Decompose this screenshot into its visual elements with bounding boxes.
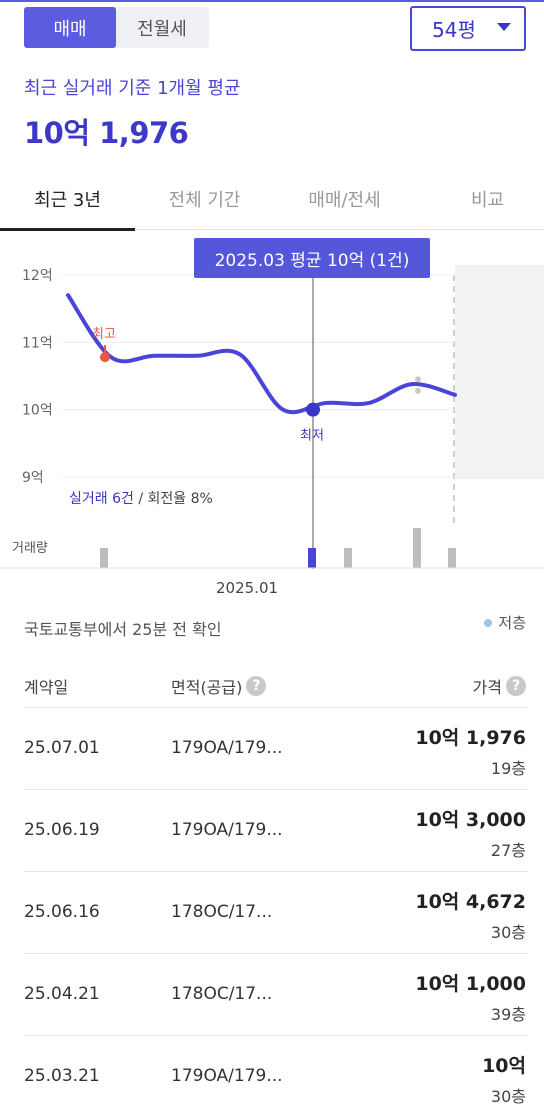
row-price: 10억 1,976: [415, 727, 526, 749]
table-row[interactable]: 25.03.21 179OA/179... 10억 30층: [24, 1036, 528, 1117]
volume-bar: [448, 548, 456, 568]
tab-compare[interactable]: 비교: [470, 190, 505, 211]
chart-tooltip: 2025.03 평균 10억 (1건): [194, 238, 430, 278]
row-price: 10억: [482, 1055, 526, 1077]
tab-all-period[interactable]: 전체 기간: [168, 190, 241, 211]
row-floor: 30층: [490, 923, 526, 942]
trade-type-toggle: 매매 전월세: [24, 7, 209, 48]
future-region: [455, 265, 544, 479]
table-row[interactable]: 25.04.21 178OC/17... 10억 1,000 39층: [24, 954, 528, 1036]
header-date: 계약일: [24, 678, 69, 697]
row-date: 25.07.01: [24, 738, 100, 758]
period-tabs: 최근 3년 전체 기간 매매/전세 비교: [0, 168, 544, 231]
low-floor-point: [415, 387, 421, 394]
row-date: 25.06.16: [24, 902, 100, 922]
row-floor: 39층: [490, 1005, 526, 1024]
y-tick-label: 10억: [22, 403, 53, 419]
y-tick-label: 12억: [22, 268, 53, 284]
low-floor-legend-label: 저층: [498, 614, 526, 632]
row-area: 179OA/179...: [171, 738, 283, 758]
table-row[interactable]: 25.07.01 179OA/179... 10억 1,976 19층: [24, 708, 528, 790]
top-accent-line: [0, 0, 544, 2]
low-marker: [306, 402, 320, 417]
header-price-label: 가격: [472, 678, 502, 697]
transaction-list: 25.07.01 179OA/179... 10억 1,976 19층 25.0…: [24, 708, 528, 1117]
x-axis-tick: 2025.01: [216, 579, 279, 597]
header-area: 면적(공급) ?: [171, 674, 267, 698]
high-marker: [100, 352, 110, 363]
row-date: 25.03.21: [24, 1066, 100, 1086]
volume-bar: [344, 548, 352, 568]
data-source-text: 국토교통부에서 25분 전 확인: [24, 620, 222, 639]
y-tick-label: 11억: [22, 335, 53, 351]
header-area-label: 면적(공급): [171, 678, 243, 697]
tab-recent-3y[interactable]: 최근 3년: [0, 168, 135, 231]
caret-down-icon: [497, 23, 511, 31]
table-row[interactable]: 25.06.19 179OA/179... 10억 3,000 27층: [24, 790, 528, 872]
tab-sale-jeonse[interactable]: 매매/전세: [308, 190, 381, 211]
row-floor: 27층: [490, 841, 526, 860]
area-dropdown[interactable]: 54평: [410, 6, 526, 51]
row-area: 179OA/179...: [171, 820, 283, 840]
row-area: 179OA/179...: [171, 1066, 283, 1086]
volume-bar: [100, 548, 108, 568]
row-date: 25.04.21: [24, 984, 100, 1004]
row-area: 178OC/17...: [171, 902, 273, 922]
average-price: 10억 1,976: [24, 116, 189, 150]
y-tick-label: 9억: [22, 470, 44, 486]
volume-bar: [308, 548, 316, 568]
area-dropdown-value: 54평: [432, 18, 476, 42]
low-floor-dot-icon: [484, 618, 493, 627]
row-price: 10억 1,000: [415, 973, 526, 995]
table-row[interactable]: 25.06.16 178OC/17... 10억 4,672 30층: [24, 872, 528, 954]
trade-stats: 실거래 6건 / 회전율 8%: [69, 491, 213, 507]
row-price: 10억 4,672: [415, 891, 526, 913]
price-basis-label: 최근 실거래 기준 1개월 평균: [24, 78, 241, 99]
high-label: 최고: [92, 327, 116, 342]
sale-tab-button[interactable]: 매매: [24, 7, 116, 48]
volume-bar: [413, 528, 421, 568]
volume-label: 거래량: [12, 541, 48, 556]
help-icon[interactable]: ?: [246, 676, 267, 696]
row-date: 25.06.19: [24, 820, 100, 840]
rent-tab-button[interactable]: 전월세: [137, 18, 187, 40]
row-area: 178OC/17...: [171, 984, 273, 1004]
low-floor-point: [415, 376, 421, 383]
row-price: 10억 3,000: [415, 809, 526, 831]
help-icon[interactable]: ?: [506, 676, 526, 696]
row-floor: 19층: [490, 759, 526, 778]
table-header: 계약일 면적(공급) ? 가격 ?: [24, 660, 528, 708]
low-floor-legend: 저층: [484, 612, 526, 633]
price-line: [66, 293, 457, 415]
header-price: 가격 ?: [473, 674, 526, 698]
low-label: 최저: [300, 429, 324, 444]
row-floor: 30층: [490, 1087, 526, 1106]
